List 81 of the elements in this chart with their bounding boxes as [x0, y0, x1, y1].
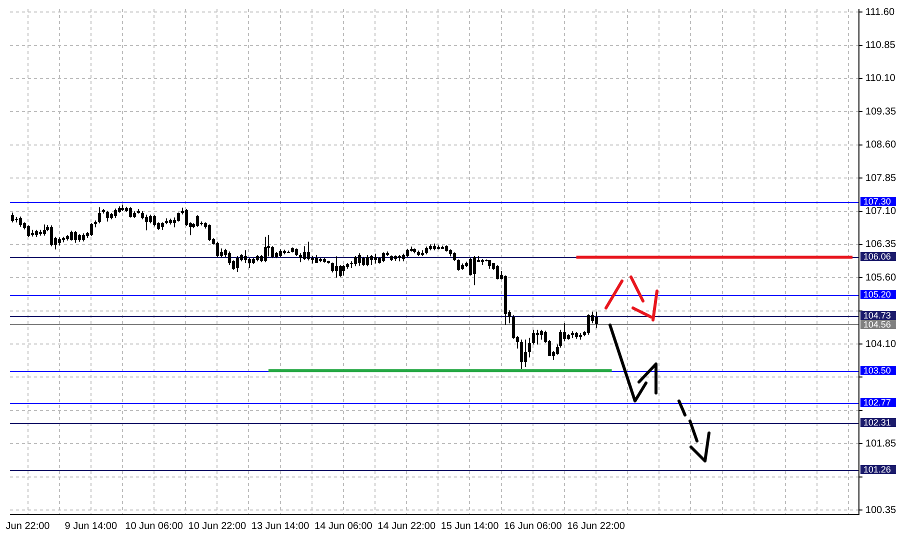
candlestick [98, 206, 101, 224]
y-tick-label: 109.35 [865, 106, 896, 118]
candlestick [457, 259, 460, 272]
candlestick [248, 258, 251, 268]
y-tick-label: 111.60 [865, 6, 895, 18]
candlestick [512, 314, 515, 340]
x-tick-label: 14 Jun 22:00 [378, 520, 436, 532]
candlestick [129, 206, 132, 218]
x-tick-label: 9 Jun 14:00 [64, 520, 118, 532]
ref-line-label: 102.31 [863, 417, 891, 428]
candlestick [366, 254, 369, 267]
x-tick-label: 14 Jun 06:00 [314, 520, 373, 532]
candlestick [114, 208, 117, 218]
candlestick [208, 224, 211, 242]
x-tick-label: 16 Jun 06:00 [504, 520, 562, 532]
candlestick [106, 210, 109, 222]
candlestick [532, 329, 535, 345]
candlestick [303, 246, 306, 260]
candlestick [382, 252, 385, 263]
candlestick [469, 258, 472, 276]
y-tick-label: 110.10 [865, 73, 896, 84]
x-tick-label: 10 Jun 06:00 [125, 520, 184, 532]
y-tick-label: 106.35 [865, 239, 896, 250]
x-tick-label: 13 Jun 14:00 [251, 520, 310, 532]
ref-line-label: 104.56 [863, 319, 891, 330]
candlestick [264, 236, 267, 263]
candlestick [90, 222, 93, 237]
ref-line-label: 107.30 [863, 196, 891, 206]
y-tick-label: 101.85 [865, 438, 896, 450]
candlestick [185, 208, 188, 226]
candlestick [520, 339, 523, 370]
candlestick [540, 329, 543, 340]
candlestick [27, 224, 30, 238]
candlestick [370, 254, 373, 266]
candlestick [524, 339, 527, 368]
y-tick-label: 100.35 [865, 504, 896, 516]
x-tick-label: 10 Jun 22:00 [188, 520, 247, 532]
ref-line-label: 102.77 [863, 397, 891, 408]
candlestick [74, 230, 77, 244]
candlestick [342, 264, 345, 276]
candlestick [496, 264, 499, 280]
candlestick [536, 329, 539, 345]
candlestick [11, 212, 14, 223]
x-tick-label: 15 Jun 14:00 [440, 520, 500, 532]
candlestick [19, 216, 22, 228]
y-tick-label: 105.60 [865, 272, 896, 284]
candlestick [335, 256, 338, 278]
candlestick [374, 253, 377, 264]
x-tick-label: 16 Jun 22:00 [567, 520, 626, 532]
candlestick [173, 216, 176, 228]
candlestick [236, 255, 239, 272]
candlestick [595, 311, 598, 329]
y-tick-label: 107.10 [865, 206, 896, 218]
candlestick [50, 224, 53, 247]
ref-line-label: 104.73 [863, 310, 891, 320]
ref-line-label: 106.06 [863, 251, 891, 262]
candlestick [307, 241, 310, 261]
candlestick [153, 214, 156, 227]
x-tick-label: Jun 22:00 [6, 520, 50, 532]
candlestick [331, 262, 334, 273]
candlestick [528, 337, 531, 358]
candlestick [196, 214, 199, 228]
candlestick [339, 264, 342, 278]
y-tick-label: 108.60 [865, 140, 896, 151]
candlestick [358, 252, 361, 266]
y-tick-label: 104.10 [865, 338, 896, 350]
candlestick [228, 251, 231, 266]
ref-line-label: 101.26 [863, 464, 891, 474]
candlestick [587, 314, 590, 336]
candlestick [473, 255, 476, 286]
candlestick [271, 246, 274, 259]
y-tick-label: 110.85 [865, 40, 896, 52]
candlestick [70, 230, 73, 241]
candlestick [43, 224, 46, 236]
candlestick [244, 250, 247, 264]
candlestick [354, 255, 357, 267]
ref-line-label: 105.20 [863, 289, 891, 300]
y-tick-label: 107.85 [865, 172, 896, 184]
candlestick [145, 214, 148, 231]
ref-line-label: 103.50 [863, 365, 891, 376]
candlestick [216, 241, 219, 258]
